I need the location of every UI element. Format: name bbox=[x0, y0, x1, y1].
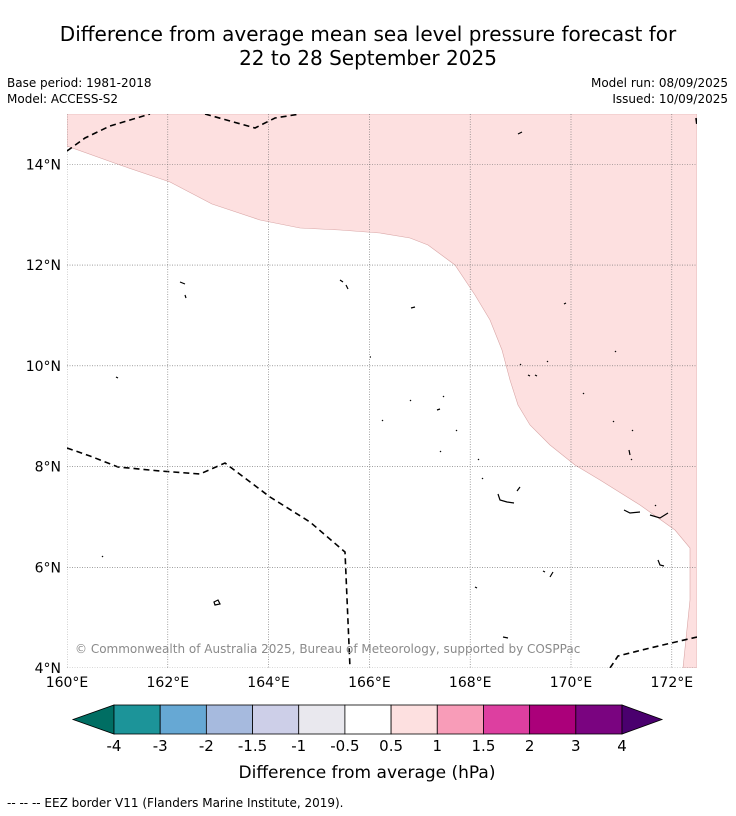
island bbox=[409, 395, 445, 411]
colorbar-title: Difference from average (hPa) bbox=[239, 763, 496, 783]
island bbox=[612, 420, 634, 461]
lon-tick-labels: 160°E 162°E 164°E 166°E 168°E 170°E 172°E bbox=[46, 675, 693, 691]
anomaly-region-positive bbox=[67, 114, 697, 668]
island bbox=[474, 586, 478, 589]
colorbar-tick-label: -2 bbox=[199, 737, 214, 755]
colorbar-tick-label: -0.5 bbox=[330, 737, 359, 755]
island bbox=[654, 504, 657, 507]
lat-tick-label: 14°N bbox=[26, 157, 61, 173]
issued-date: Issued: 10/09/2025 bbox=[612, 92, 728, 106]
colorbar-swatch bbox=[298, 704, 346, 735]
lon-tick-label: 170°E bbox=[550, 675, 593, 691]
lon-tick-label: 172°E bbox=[651, 675, 694, 691]
colorbar-tick-label: 3 bbox=[571, 737, 581, 755]
colorbar-swatch bbox=[483, 704, 531, 735]
island bbox=[477, 458, 484, 480]
colorbar-swatch bbox=[113, 704, 161, 735]
lat-tick-label: 4°N bbox=[35, 661, 61, 677]
lat-tick-label: 8°N bbox=[35, 460, 61, 476]
colorbar-tick-label: 4 bbox=[617, 737, 627, 755]
island bbox=[115, 376, 119, 379]
lat-tick-label: 6°N bbox=[35, 560, 61, 576]
colorbar-extend-high bbox=[621, 704, 664, 735]
eez-border-southeast bbox=[609, 636, 697, 668]
title-line-1: Difference from average mean sea level p… bbox=[59, 22, 677, 46]
base-period: Base period: 1981-2018 bbox=[7, 76, 152, 90]
colorbar-swatch bbox=[529, 704, 577, 735]
title-line-2: 22 to 28 September 2025 bbox=[239, 46, 497, 70]
island bbox=[381, 419, 458, 453]
lon-tick-label: 166°E bbox=[348, 675, 391, 691]
lon-tick-label: 160°E bbox=[46, 675, 89, 691]
eez-border-northeast bbox=[695, 117, 697, 127]
colorbar-tick-label: 1 bbox=[432, 737, 442, 755]
island bbox=[623, 509, 669, 519]
lon-tick-label: 164°E bbox=[247, 675, 290, 691]
footer-legend: -- -- -- EEZ border V11 (Flanders Marine… bbox=[7, 796, 344, 810]
colorbar-tick-label: 1.5 bbox=[472, 737, 496, 755]
colorbar-tick-label: -4 bbox=[107, 737, 122, 755]
chart-title: Difference from average mean sea level p… bbox=[0, 22, 736, 70]
island bbox=[497, 486, 521, 504]
colorbar-tick-label: 0.5 bbox=[379, 737, 403, 755]
island bbox=[519, 360, 549, 377]
island bbox=[542, 570, 554, 578]
lat-tick-label: 10°N bbox=[26, 359, 61, 375]
lon-tick-label: 168°E bbox=[449, 675, 492, 691]
island bbox=[179, 281, 187, 299]
lat-tick-labels: 4°N 6°N 8°N 10°N 12°N 14°N bbox=[26, 157, 61, 677]
colorbar-tick-label: -1.5 bbox=[238, 737, 267, 755]
colorbar-tick-label: -1 bbox=[291, 737, 306, 755]
island bbox=[517, 131, 523, 135]
colorbar-swatch bbox=[436, 704, 484, 735]
islands bbox=[101, 131, 669, 639]
eez-border-west bbox=[67, 447, 351, 668]
colorbar: -4 -3 -2 -1.5 -1 -0.5 0.5 1 1.5 2 3 4 bbox=[71, 704, 664, 755]
island bbox=[614, 350, 617, 353]
copyright-text: © Commonwealth of Australia 2025, Bureau… bbox=[75, 642, 580, 656]
island bbox=[582, 392, 585, 395]
colorbar-swatch bbox=[390, 704, 438, 735]
colorbar-swatch bbox=[575, 704, 623, 735]
island bbox=[339, 279, 349, 290]
island bbox=[502, 636, 509, 639]
meta-left: Base period: 1981-2018 Model: ACCESS-S2 bbox=[7, 75, 152, 107]
eez-border-north bbox=[67, 114, 151, 152]
colorbar-swatch bbox=[252, 704, 300, 735]
model-name: Model: ACCESS-S2 bbox=[7, 92, 119, 106]
lat-tick-label: 12°N bbox=[26, 258, 61, 274]
island bbox=[657, 559, 665, 567]
meta-right: Model run: 08/09/2025 Issued: 10/09/2025 bbox=[591, 75, 728, 107]
island bbox=[101, 555, 104, 558]
island bbox=[563, 302, 567, 305]
colorbar-tick-label: 2 bbox=[525, 737, 535, 755]
gridlines bbox=[67, 114, 697, 668]
island bbox=[410, 306, 416, 309]
eez-border-north-2 bbox=[204, 114, 301, 129]
lon-tick-label: 162°E bbox=[147, 675, 190, 691]
colorbar-tick-label: -3 bbox=[153, 737, 168, 755]
colorbar-swatch bbox=[344, 704, 392, 735]
map-panel: © Commonwealth of Australia 2025, Bureau… bbox=[67, 114, 697, 668]
colorbar-swatch bbox=[205, 704, 253, 735]
colorbar-swatch bbox=[159, 704, 207, 735]
colorbar-extend-low bbox=[71, 704, 115, 735]
island bbox=[213, 599, 221, 606]
eez-borders bbox=[67, 114, 697, 668]
model-run: Model run: 08/09/2025 bbox=[590, 76, 728, 90]
